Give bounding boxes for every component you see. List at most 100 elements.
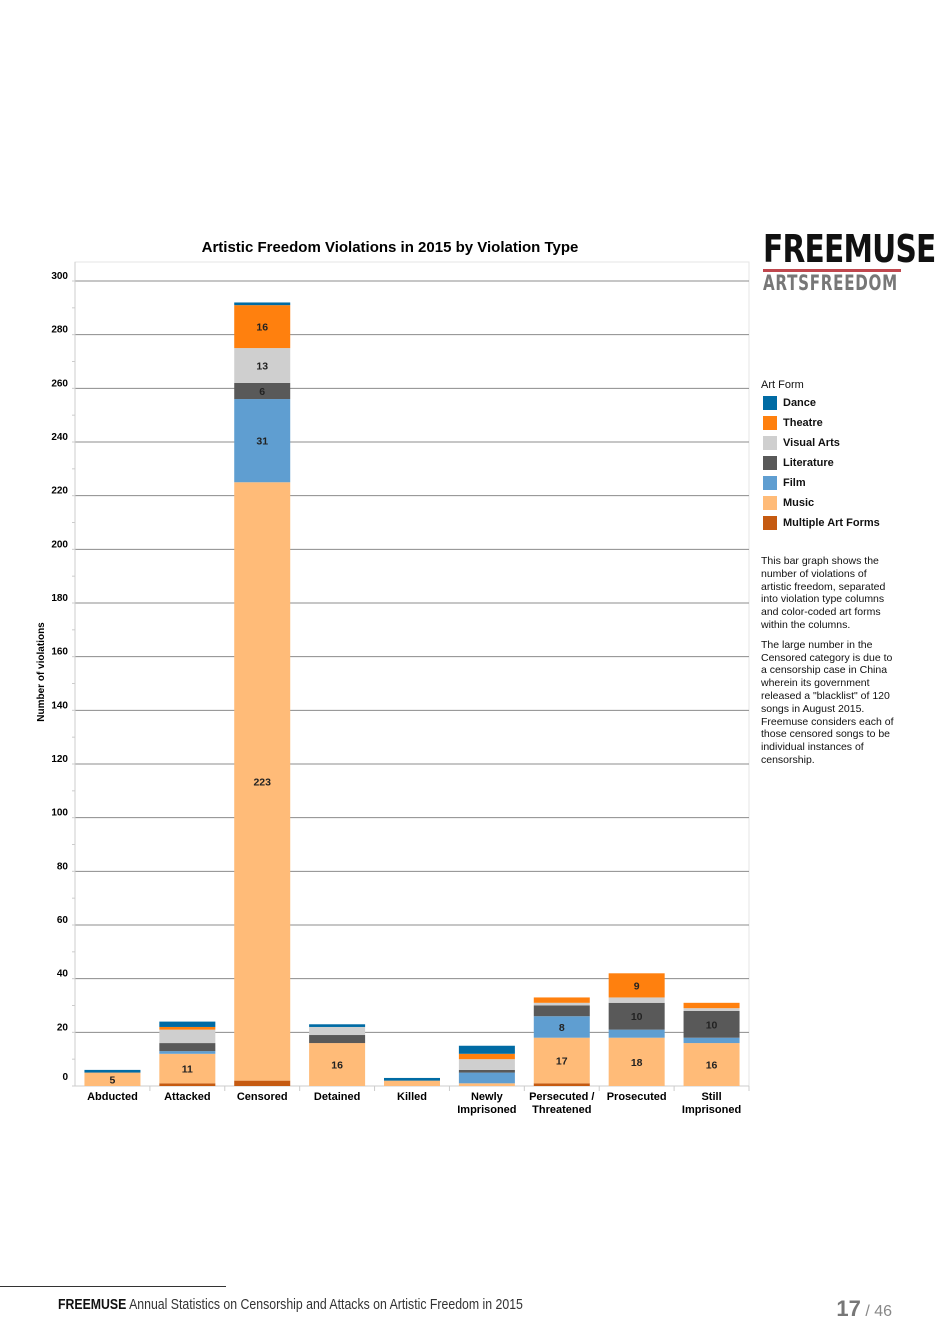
bar-segment-music (384, 1080, 440, 1086)
data-label: 18 (631, 1057, 643, 1069)
bar-segment-theatre (533, 997, 590, 1003)
bar-segment-film (458, 1072, 515, 1084)
bar-segment-dance (309, 1024, 366, 1027)
bar-segment-theatre (608, 973, 665, 998)
data-label: 11 (182, 1064, 193, 1076)
legend-swatch (763, 416, 777, 430)
data-label: 31 (256, 436, 268, 448)
data-label: 10 (706, 1019, 718, 1031)
bar-segment-literature (309, 1035, 366, 1044)
chart-description: This bar graph shows the number of viola… (761, 555, 896, 774)
bar-segment-music (159, 1053, 216, 1084)
data-label: 16 (256, 322, 268, 334)
x-tick-label: Still (701, 1091, 721, 1103)
bar-segment-music (683, 1043, 740, 1086)
legend-label: Film (783, 477, 806, 489)
y-tick-label: 260 (51, 378, 68, 389)
y-tick-label: 40 (57, 969, 69, 980)
bar-segment-multiple-art-forms (234, 1080, 291, 1086)
y-tick-label: 200 (51, 539, 68, 550)
bar-chart: Artistic Freedom Violations in 2015 by V… (36, 239, 750, 1116)
bar-segment-literature (234, 382, 291, 400)
data-label: 223 (253, 776, 271, 788)
legend-item: Literature (761, 453, 880, 473)
y-tick-label: 0 (62, 1072, 68, 1083)
footer-text: Annual Statistics on Censorship and Atta… (129, 1296, 523, 1313)
y-tick-label: 180 (51, 593, 68, 604)
legend-swatch (763, 516, 777, 530)
bar-segment-visual-arts (683, 1008, 740, 1011)
x-tick-label: Persecuted / (529, 1091, 594, 1103)
data-label: 6 (259, 386, 265, 398)
bar-segment-visual-arts (234, 348, 291, 383)
bar-segment-theatre (458, 1053, 515, 1060)
bar-segment-film (159, 1051, 216, 1054)
x-tick-label: Attacked (164, 1091, 210, 1103)
x-tick-label: Newly (471, 1091, 504, 1103)
legend-item: Film (761, 473, 880, 493)
y-tick-label: 240 (51, 432, 68, 443)
data-label: 13 (256, 361, 268, 373)
legend-label: Dance (783, 397, 817, 409)
bar-segment-dance (84, 1069, 141, 1073)
legend-item: Music (761, 493, 880, 513)
bar-segment-music (84, 1072, 141, 1086)
data-label: 16 (706, 1060, 718, 1072)
legend-item: Dance (761, 393, 880, 413)
bar-segment-dance (458, 1045, 515, 1054)
bar-segment-theatre (159, 1026, 216, 1030)
bar-segment-film (608, 1029, 665, 1038)
legend-swatch (763, 496, 777, 510)
page-number: 17 / 46 (836, 1296, 892, 1322)
legend-label: Music (783, 497, 815, 509)
data-label: 5 (110, 1074, 116, 1086)
x-tick-label: Imprisoned (457, 1104, 516, 1116)
x-tick-label: Prosecuted (607, 1091, 667, 1103)
y-tick-label: 20 (57, 1022, 69, 1033)
data-label: 8 (559, 1022, 565, 1034)
data-label: 16 (331, 1060, 343, 1072)
legend-item: Theatre (761, 413, 880, 433)
data-label: 9 (634, 980, 640, 992)
y-tick-label: 220 (51, 486, 68, 497)
y-tick-label: 120 (51, 754, 68, 765)
x-tick-label: Censored (237, 1091, 288, 1103)
x-tick-label: Imprisoned (682, 1104, 741, 1116)
bar-segment-visual-arts (159, 1029, 216, 1044)
x-tick-label: Threatened (532, 1104, 591, 1116)
x-tick-label: Detained (314, 1091, 360, 1103)
legend-label: Theatre (783, 417, 823, 429)
x-tick-label: Killed (397, 1091, 427, 1103)
legend-swatch (763, 476, 777, 490)
bar-segment-literature (159, 1043, 216, 1052)
bar-segment-literature (533, 1005, 590, 1017)
chart-title: Artistic Freedom Violations in 2015 by V… (202, 239, 579, 256)
bar-segment-music (458, 1083, 515, 1086)
legend-title: Art Form (761, 379, 804, 391)
plot-area (74, 261, 750, 1087)
bar-segment-theatre (683, 1002, 740, 1009)
bar-segment-music (533, 1037, 590, 1084)
y-tick-label: 140 (51, 700, 68, 711)
bar-segment-dance (384, 1077, 440, 1081)
bar-segment-visual-arts (608, 997, 665, 1003)
bar-segment-film (234, 399, 291, 483)
legend-item: Visual Arts (761, 433, 880, 453)
bar-segment-film (533, 1016, 590, 1038)
bar-segment-visual-arts (309, 1026, 366, 1036)
legend-swatch (763, 456, 777, 470)
bar-segment-music (608, 1037, 665, 1086)
legend-label: Literature (783, 457, 834, 469)
y-tick-label: 300 (51, 271, 68, 282)
footer-brand: FREEMUSE (58, 1296, 127, 1313)
bar-segment-visual-arts (533, 1002, 590, 1006)
data-label: 17 (556, 1056, 568, 1068)
legend: Art Form Dance Theatre Visual Arts Literatu… (761, 379, 880, 533)
y-tick-label: 80 (57, 861, 69, 872)
y-axis-label: Number of violations (36, 622, 47, 722)
logo-sub-text: ARTSFREEDOM (763, 271, 898, 295)
bar-segment-music (309, 1043, 366, 1086)
bar-segment-dance (234, 302, 291, 306)
y-tick-label: 100 (51, 808, 68, 819)
bar-segment-dance (159, 1021, 216, 1027)
